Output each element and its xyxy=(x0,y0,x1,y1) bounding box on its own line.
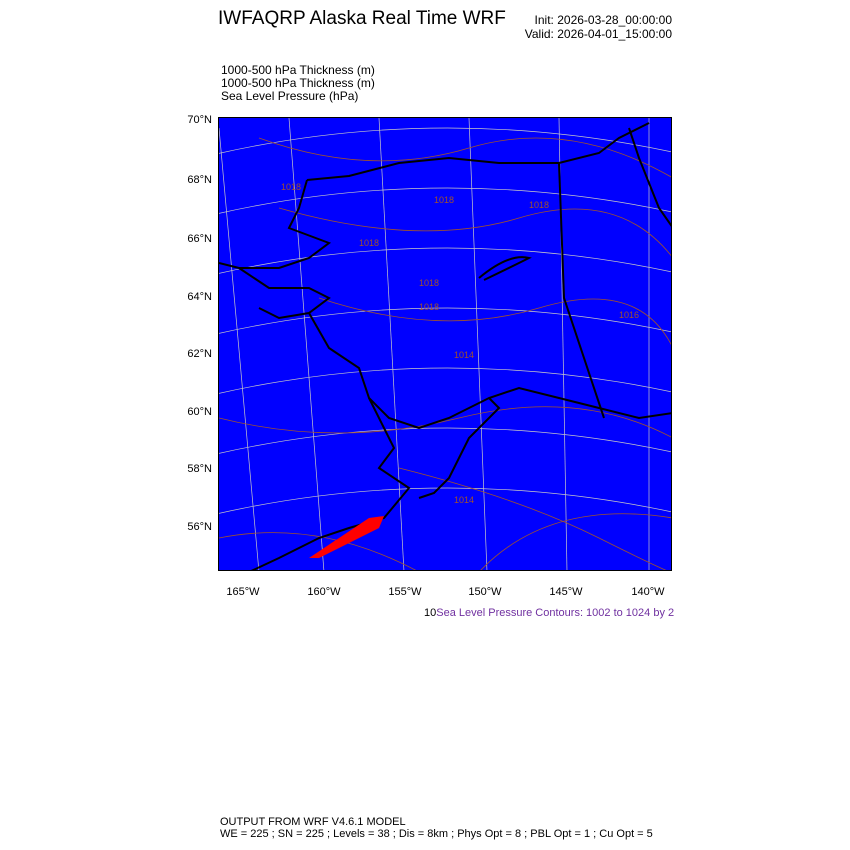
lon-label: 155°W xyxy=(388,586,422,598)
field-label-2: 1000-500 hPa Thickness (m) xyxy=(221,76,375,90)
contour-labels: 1018 1018 1018 1018 1018 1016 1018 1014 … xyxy=(281,182,639,505)
contour-legend: 10Sea Level Pressure Contours: 1002 to 1… xyxy=(424,607,674,619)
lat-label: 58°N xyxy=(187,463,212,475)
lat-label: 62°N xyxy=(187,348,212,360)
model-footer: OUTPUT FROM WRF V4.6.1 MODEL WE = 225 ; … xyxy=(220,816,653,840)
footer-line-1: OUTPUT FROM WRF V4.6.1 MODEL xyxy=(220,816,406,828)
contour-label: 1014 xyxy=(454,350,474,360)
time-info: Init: 2026-03-28_00:00:00 Valid: 2026-04… xyxy=(520,13,672,41)
contour-label: 1018 xyxy=(359,238,379,248)
pressure-contours xyxy=(219,137,671,570)
lat-label: 64°N xyxy=(187,291,212,303)
contour-label: 1018 xyxy=(529,200,549,210)
thickness-highlight xyxy=(309,516,384,558)
contour-label: 1018 xyxy=(419,302,439,312)
map-panel: 1018 1018 1018 1018 1018 1016 1018 1014 … xyxy=(218,117,672,571)
lat-label: 70°N xyxy=(187,114,212,126)
lat-label: 66°N xyxy=(187,233,212,245)
lat-label: 60°N xyxy=(187,406,212,418)
plot-title: IWFAQRP Alaska Real Time WRF xyxy=(218,8,506,29)
lat-label: 68°N xyxy=(187,174,212,186)
valid-time: Valid: 2026-04-01_15:00:00 xyxy=(524,27,672,41)
lon-label: 145°W xyxy=(549,586,583,598)
init-time: Init: 2026-03-28_00:00:00 xyxy=(534,13,672,27)
legend-number: 10 xyxy=(424,607,437,619)
map-svg: 1018 1018 1018 1018 1018 1016 1018 1014 … xyxy=(219,118,671,570)
lon-label: 160°W xyxy=(307,586,341,598)
coastline xyxy=(219,122,671,570)
legend-text: Sea Level Pressure Contours: 1002 to 102… xyxy=(436,607,675,619)
lon-label: 150°W xyxy=(468,586,502,598)
lon-label: 165°W xyxy=(226,586,260,598)
contour-label: 1014 xyxy=(454,495,474,505)
lat-label: 56°N xyxy=(187,521,212,533)
highlight-region xyxy=(309,516,384,558)
contour-label: 1016 xyxy=(619,310,639,320)
footer-line-2: WE = 225 ; SN = 225 ; Levels = 38 ; Dis … xyxy=(220,828,653,840)
contour-label: 1018 xyxy=(419,278,439,288)
contour-label: 1018 xyxy=(281,182,301,192)
field-label-1: 1000-500 hPa Thickness (m) xyxy=(221,63,375,77)
lon-label: 140°W xyxy=(631,586,665,598)
contour-label: 1018 xyxy=(434,195,454,205)
graticule xyxy=(219,118,671,570)
field-label-3: Sea Level Pressure (hPa) xyxy=(221,89,359,103)
